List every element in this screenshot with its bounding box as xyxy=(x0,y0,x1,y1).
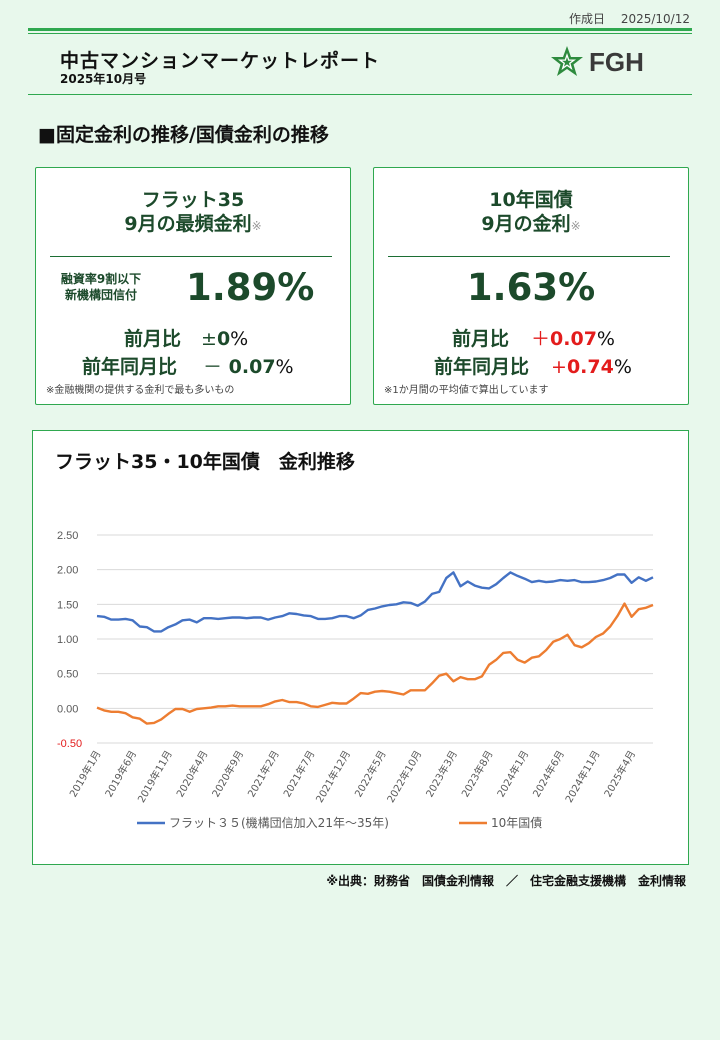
x-tick-label: 2021年12月 xyxy=(313,748,353,805)
report-issue: 2025年10月号 xyxy=(60,72,147,86)
header-rule xyxy=(28,94,692,95)
top-rule-thin xyxy=(28,33,692,34)
x-tick-label: 2021年2月 xyxy=(245,748,282,799)
y-tick-label: 1.50 xyxy=(57,599,78,611)
rate-trend-chart: フラット35・10年国債 金利推移 2.50 2.00 1.50 1.00 0.50 0.… xyxy=(32,430,689,865)
top-rule xyxy=(28,28,692,31)
jgb10-card-subtitle: 9月の金利※ xyxy=(374,209,688,236)
flat35-card-divider xyxy=(50,256,332,257)
x-tick-label: 2023年3月 xyxy=(423,748,460,799)
x-tick-label: 2022年10月 xyxy=(384,748,424,805)
x-tick-label: 2019年1月 xyxy=(66,748,103,799)
jgb10-mom-unit: % xyxy=(596,328,615,350)
flat35-mom-value: 0 xyxy=(216,328,231,350)
jgb10-mom-row: 前月比 ＋0.07% xyxy=(452,324,615,351)
jgb10-yoy-unit: % xyxy=(613,356,632,378)
created-date: 2025/10/12 xyxy=(620,12,690,26)
x-tick-label: 2024年1月 xyxy=(494,748,531,799)
jgb10-mom-label: 前月比 xyxy=(452,328,510,350)
x-tick-label: 2019年6月 xyxy=(102,748,139,799)
star-logo-icon xyxy=(551,46,583,76)
y-tick-label: -0.50 xyxy=(57,738,82,750)
jgb10-yoy-label: 前年同月比 xyxy=(434,356,530,378)
x-tick-label: 2020年9月 xyxy=(209,748,246,799)
flat35-mom-row: 前月比 ±0% xyxy=(124,324,248,351)
x-tick-label: 2024年11月 xyxy=(562,748,602,805)
jgb10-card-title: 10年国債 xyxy=(489,189,573,211)
company-logo: FGH xyxy=(549,44,659,80)
flat35-card-note: ※金融機関の提供する金利で最も多いもの xyxy=(46,385,235,396)
x-tick-label: 2022年5月 xyxy=(352,748,389,799)
jgb10-yoy-value: 0.74 xyxy=(566,356,614,378)
flat35-yoy-value: 0.07 xyxy=(228,356,276,378)
flat35-mom-label: 前月比 xyxy=(124,328,182,350)
jgb10-yoy-sign: + xyxy=(551,356,567,378)
flat35-rate-card: フラット35 9月の最頻金利※ 融資率9割以下 新機構団信付 1.89% 前月比… xyxy=(35,167,351,405)
flat35-mom-unit: % xyxy=(230,328,249,350)
flat35-condition-line1: 融資率9割以下 xyxy=(60,272,142,286)
chart-title: フラット35・10年国債 金利推移 xyxy=(55,451,355,473)
jgb10-yoy-change: +0.74% xyxy=(551,356,632,378)
jgb10-yoy-row: 前年同月比 +0.74% xyxy=(434,352,632,379)
jgb10-mom-value: 0.07 xyxy=(550,328,597,350)
logo-text: FGH xyxy=(589,47,644,77)
report-title: 中古マンションマーケットレポート xyxy=(60,50,381,72)
flat35-subtitle-text: 9月の最頻金利 xyxy=(124,213,252,235)
series-line-flat35 xyxy=(96,571,654,633)
flat35-mom-change: ±0% xyxy=(201,328,248,350)
y-tick-label: 1.00 xyxy=(57,634,78,646)
jgb10-mom-sign: ＋ xyxy=(531,328,551,350)
created-label: 作成日 xyxy=(568,12,605,26)
flat35-condition-label: 融資率9割以下 新機構団信付 xyxy=(58,271,144,303)
created-date-line: 作成日 2025/10/12 xyxy=(557,10,690,27)
flat35-condition-line2: 新機構団信付 xyxy=(64,288,137,302)
x-tick-label: 2021年7月 xyxy=(280,748,317,799)
series-line-jgb10 xyxy=(96,602,654,725)
jgb10-mom-change: ＋0.07% xyxy=(531,328,615,350)
y-tick-label: 2.00 xyxy=(57,565,78,577)
y-tick-label: 0.00 xyxy=(57,703,78,715)
y-tick-label: 2.50 xyxy=(57,530,78,542)
flat35-card-subtitle: 9月の最頻金利※ xyxy=(36,209,350,236)
flat35-rate-value: 1.89% xyxy=(186,266,315,309)
x-tick-label: 2025年4月 xyxy=(601,748,638,799)
section-title: ■固定金利の推移/国債金利の推移 xyxy=(38,124,329,146)
flat35-yoy-sign: － xyxy=(203,356,223,378)
x-tick-label: 2023年8月 xyxy=(458,748,495,799)
legend-label: フラット３５(機構団信加入21年～35年) xyxy=(169,815,389,830)
x-tick-label: 2024年6月 xyxy=(530,748,567,799)
flat35-yoy-change: － 0.07% xyxy=(203,356,294,378)
jgb10-rate-card: 10年国債 9月の金利※ 1.63% 前月比 ＋0.07% 前年同月比 +0.74%… xyxy=(373,167,689,405)
flat35-yoy-label: 前年同月比 xyxy=(82,356,178,378)
source-note: ※出典：財務省 国債金利情報 ／ 住宅金融支援機構 金利情報 xyxy=(326,874,686,888)
flat35-card-title: フラット35 xyxy=(141,189,245,211)
jgb10-note-mark: ※ xyxy=(570,219,581,233)
x-tick-label: 2020年4月 xyxy=(173,748,210,799)
jgb10-subtitle-text: 9月の金利 xyxy=(481,213,571,235)
x-tick-label: 2019年11月 xyxy=(135,748,175,805)
flat35-yoy-unit: % xyxy=(275,356,294,378)
jgb10-card-note: ※1か月間の平均値で算出しています xyxy=(384,385,549,396)
flat35-mom-sign: ± xyxy=(201,328,217,350)
legend-label: 10年国債 xyxy=(491,815,542,830)
y-tick-label: 0.50 xyxy=(57,669,78,681)
flat35-note-mark: ※ xyxy=(251,219,262,233)
jgb10-card-divider xyxy=(388,256,670,257)
jgb10-rate-value: 1.63% xyxy=(466,266,596,309)
flat35-yoy-row: 前年同月比 － 0.07% xyxy=(82,352,294,379)
